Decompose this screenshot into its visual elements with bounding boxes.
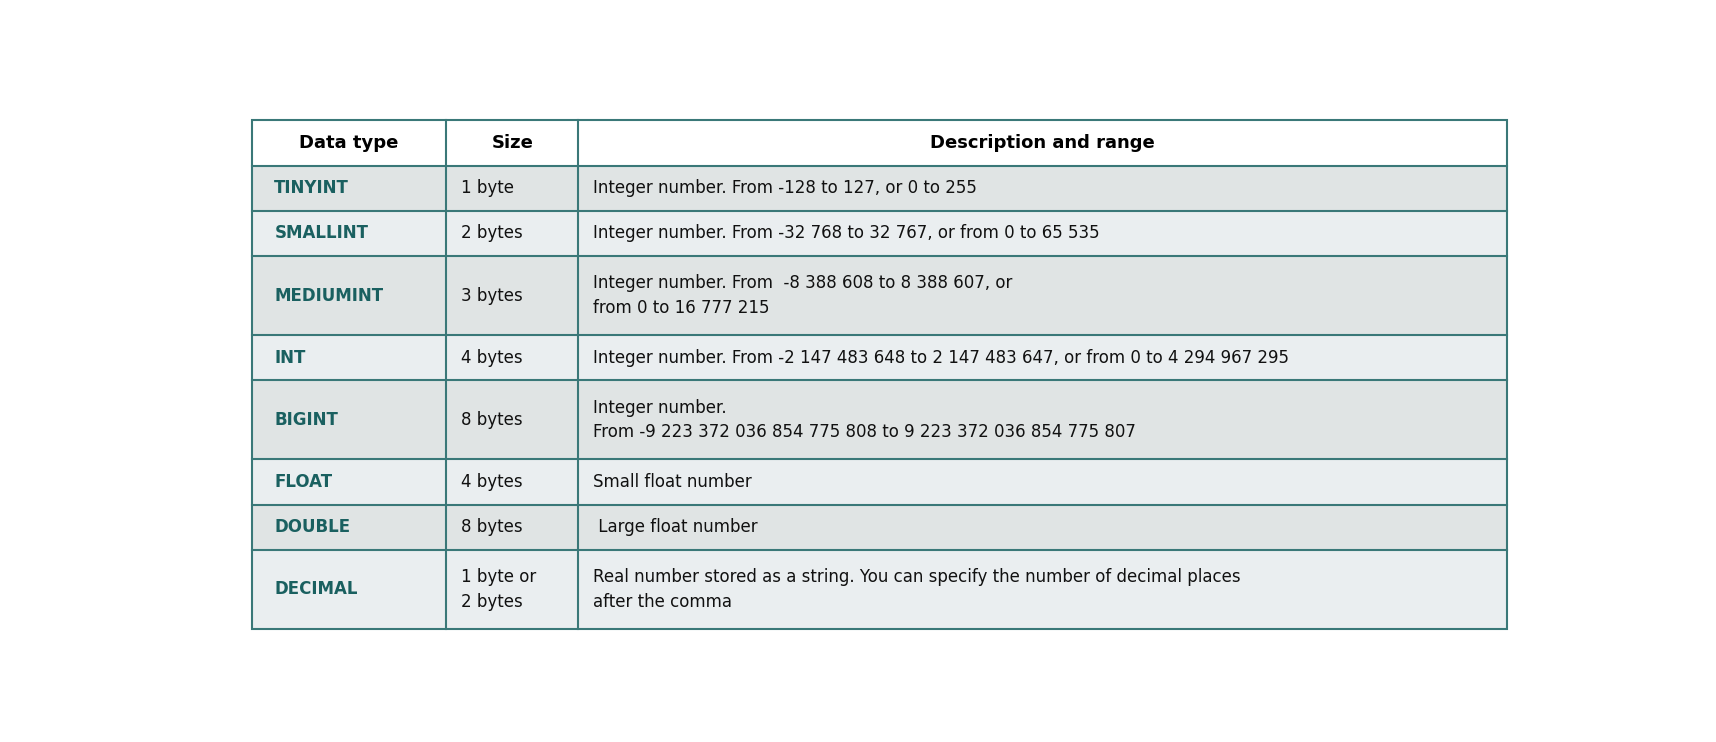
- Bar: [252, 459, 1507, 505]
- Bar: [252, 550, 1507, 629]
- Text: BIGINT: BIGINT: [275, 411, 338, 429]
- Bar: [252, 335, 1507, 381]
- Text: FLOAT: FLOAT: [275, 473, 333, 491]
- Text: 8 bytes: 8 bytes: [462, 411, 523, 429]
- Text: 1 byte or
2 bytes: 1 byte or 2 bytes: [462, 568, 537, 611]
- Text: Integer number.
From -9 223 372 036 854 775 808 to 9 223 372 036 854 775 807: Integer number. From -9 223 372 036 854 …: [594, 398, 1136, 441]
- Text: 1 byte: 1 byte: [462, 180, 515, 197]
- Text: 4 bytes: 4 bytes: [462, 349, 523, 367]
- Text: DOUBLE: DOUBLE: [275, 518, 350, 536]
- Text: Integer number. From  -8 388 608 to 8 388 607, or
from 0 to 16 777 215: Integer number. From -8 388 608 to 8 388…: [594, 275, 1012, 317]
- Text: Large float number: Large float number: [594, 518, 758, 536]
- Text: Integer number. From -128 to 127, or 0 to 255: Integer number. From -128 to 127, or 0 t…: [594, 180, 976, 197]
- Text: Integer number. From -2 147 483 648 to 2 147 483 647, or from 0 to 4 294 967 295: Integer number. From -2 147 483 648 to 2…: [594, 349, 1289, 367]
- Text: Data type: Data type: [299, 134, 398, 152]
- Text: DECIMAL: DECIMAL: [275, 580, 359, 598]
- Bar: [252, 120, 1507, 165]
- Bar: [252, 120, 1507, 629]
- Bar: [252, 211, 1507, 256]
- Bar: [252, 256, 1507, 335]
- Text: 2 bytes: 2 bytes: [462, 225, 523, 243]
- Text: Real number stored as a string. You can specify the number of decimal places
aft: Real number stored as a string. You can …: [594, 568, 1241, 611]
- Text: 8 bytes: 8 bytes: [462, 518, 523, 536]
- Text: Integer number. From -32 768 to 32 767, or from 0 to 65 535: Integer number. From -32 768 to 32 767, …: [594, 225, 1100, 243]
- Text: INT: INT: [275, 349, 305, 367]
- Text: Description and range: Description and range: [930, 134, 1155, 152]
- Text: TINYINT: TINYINT: [275, 180, 350, 197]
- Text: 4 bytes: 4 bytes: [462, 473, 523, 491]
- Bar: [252, 381, 1507, 459]
- Text: MEDIUMINT: MEDIUMINT: [275, 286, 383, 305]
- Text: 3 bytes: 3 bytes: [462, 286, 523, 305]
- Text: Small float number: Small float number: [594, 473, 752, 491]
- Bar: [252, 505, 1507, 550]
- Text: Size: Size: [491, 134, 534, 152]
- Text: SMALLINT: SMALLINT: [275, 225, 369, 243]
- Bar: [252, 165, 1507, 211]
